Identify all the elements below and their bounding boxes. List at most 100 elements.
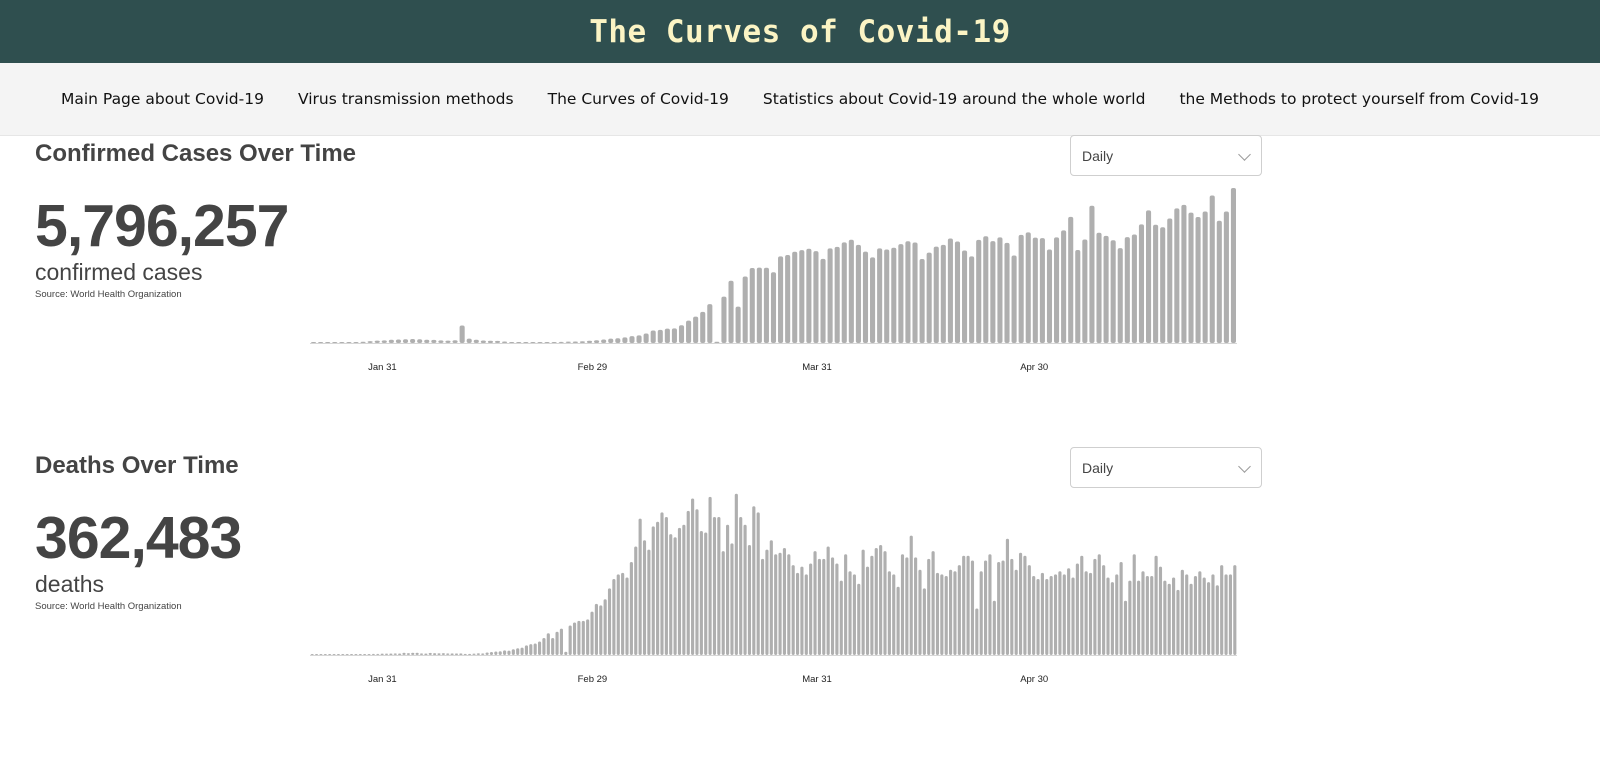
- bar: [1080, 555, 1084, 655]
- bar: [739, 517, 743, 655]
- bar: [650, 330, 656, 343]
- chevron-down-icon: [1238, 148, 1251, 161]
- bar: [708, 496, 712, 655]
- bar: [1216, 220, 1222, 343]
- bar: [1195, 216, 1201, 343]
- bar: [983, 236, 989, 343]
- nav-link-protection[interactable]: the Methods to protect yourself from Cov…: [1179, 90, 1540, 108]
- bar: [884, 249, 890, 343]
- deaths-frequency-dropdown[interactable]: Daily: [1070, 447, 1262, 488]
- bar: [940, 244, 946, 343]
- bar: [339, 342, 345, 343]
- bar: [424, 653, 428, 655]
- bar: [962, 250, 968, 343]
- bar: [799, 250, 805, 343]
- bar: [671, 328, 677, 343]
- bar: [800, 566, 804, 655]
- bar: [417, 339, 423, 343]
- bar: [568, 625, 572, 655]
- bar: [984, 560, 988, 655]
- bar: [765, 549, 769, 655]
- bar: [791, 565, 795, 655]
- bar: [502, 341, 508, 343]
- bar: [1049, 575, 1053, 655]
- bar: [1163, 580, 1167, 655]
- bar: [428, 652, 432, 655]
- bar: [466, 338, 472, 343]
- bar: [830, 557, 835, 655]
- bar: [734, 493, 738, 655]
- deaths-title: Deaths Over Time: [35, 452, 239, 479]
- bar: [473, 339, 479, 343]
- bar: [487, 340, 493, 343]
- cases-frequency-dropdown[interactable]: Daily: [1070, 135, 1262, 176]
- bar: [1193, 575, 1198, 655]
- bar: [572, 622, 577, 655]
- bar: [664, 517, 668, 655]
- bar: [940, 574, 944, 655]
- bar: [389, 653, 393, 655]
- bar: [446, 653, 450, 655]
- bar: [1084, 571, 1088, 655]
- bar: [852, 574, 856, 655]
- nav-link-curves[interactable]: The Curves of Covid-19: [547, 90, 729, 108]
- bar: [406, 653, 410, 655]
- bar: [970, 560, 975, 655]
- cases-title: Confirmed Cases Over Time: [35, 140, 357, 167]
- bar: [1132, 554, 1136, 655]
- x-tick-label: Jan 31: [368, 362, 397, 373]
- bar: [1124, 237, 1130, 343]
- bar: [905, 557, 909, 655]
- bar: [735, 306, 741, 343]
- bar: [1209, 195, 1215, 343]
- bar: [848, 239, 854, 343]
- bar: [622, 337, 628, 343]
- bar: [870, 555, 874, 655]
- bar: [1128, 580, 1132, 655]
- bar: [1138, 224, 1145, 343]
- bar: [782, 548, 787, 655]
- bar: [559, 628, 563, 655]
- bar: [922, 588, 926, 655]
- bar: [376, 653, 380, 655]
- bar: [1215, 585, 1219, 655]
- bar: [879, 544, 883, 655]
- bar: [826, 546, 830, 655]
- x-tick-label: Apr 30: [1020, 674, 1048, 685]
- bar: [537, 641, 542, 655]
- bar: [682, 524, 686, 655]
- bar: [367, 653, 371, 655]
- bar: [817, 558, 821, 655]
- bar: [577, 620, 581, 655]
- bar: [756, 267, 762, 343]
- bar: [992, 600, 996, 655]
- main-nav: Main Page about Covid-19 Virus transmiss…: [0, 63, 1600, 136]
- bar: [770, 272, 777, 343]
- bar: [975, 608, 979, 655]
- bar: [1004, 242, 1010, 343]
- bar: [717, 517, 721, 655]
- bar: [1053, 574, 1058, 655]
- bar: [594, 340, 600, 343]
- bar: [712, 517, 717, 655]
- bar: [785, 254, 791, 343]
- bar: [419, 653, 424, 655]
- bar: [927, 558, 931, 655]
- bar: [1106, 577, 1110, 655]
- bar: [395, 339, 401, 343]
- bar: [1014, 569, 1018, 655]
- bar: [792, 251, 798, 343]
- bar: [629, 336, 635, 343]
- bar: [1153, 224, 1159, 343]
- nav-link-main-page[interactable]: Main Page about Covid-19: [60, 90, 264, 108]
- bar: [459, 325, 465, 343]
- bar: [935, 572, 940, 655]
- nav-link-statistics[interactable]: Statistics about Covid-19 around the who…: [762, 90, 1146, 108]
- bar: [1145, 575, 1149, 655]
- bar: [686, 510, 690, 655]
- nav-link-transmission[interactable]: Virus transmission methods: [297, 90, 514, 108]
- bar: [693, 316, 699, 343]
- bar: [752, 506, 756, 655]
- bar: [844, 554, 848, 655]
- deaths-total: 362,483: [35, 505, 242, 571]
